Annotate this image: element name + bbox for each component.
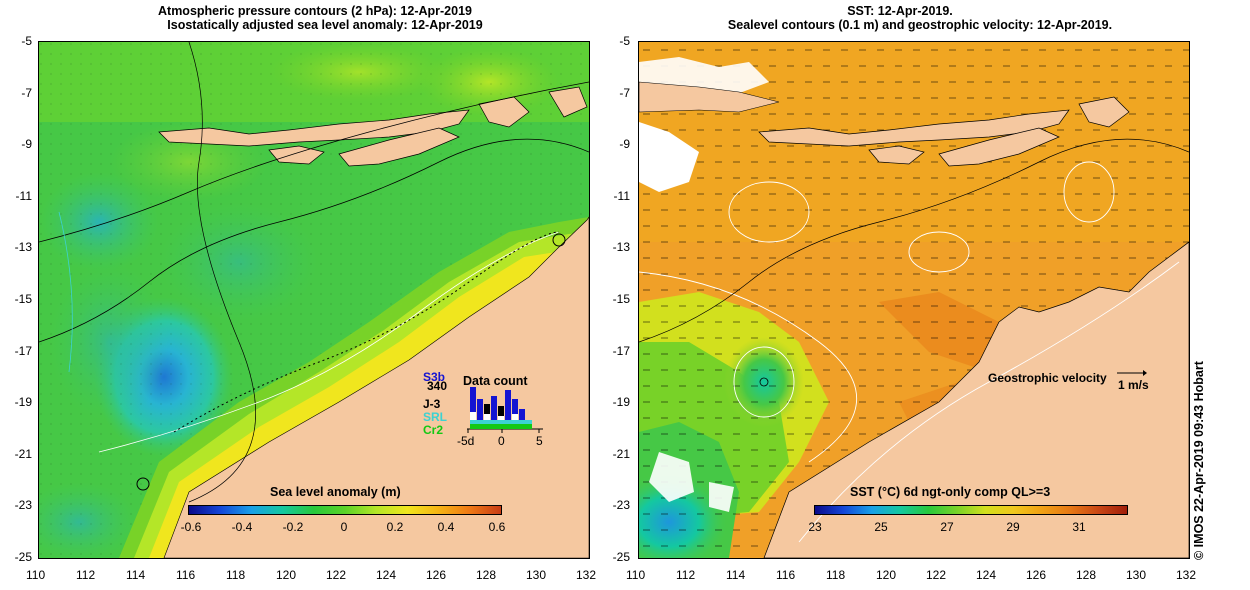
sea-level-colorbar-tick: -0.6: [180, 520, 202, 534]
left-y-tick: -11: [15, 189, 32, 203]
sst-colorbar-tick: 29: [1006, 520, 1020, 534]
sea-level-colorbar-tick: 0.2: [386, 520, 404, 534]
right-x-tick: 128: [1076, 568, 1097, 582]
data-count-x-tick: 0: [498, 434, 505, 448]
sst-colorbar-tick: 31: [1072, 520, 1086, 534]
left-x-tick: 128: [476, 568, 497, 582]
left-y-tick: -17: [14, 344, 32, 358]
satellite-label: J-3: [423, 397, 441, 411]
right-y-tick: -17: [612, 344, 630, 358]
data-count-title: Data count: [463, 374, 528, 388]
right-y-tick: -7: [619, 86, 630, 100]
data-count-x-tick: 5: [536, 434, 543, 448]
left-y-tick: -15: [14, 292, 32, 306]
right-y-tick: -9: [619, 137, 630, 151]
sst-colorbar: [814, 505, 1128, 515]
left-x-tick: 112: [76, 568, 96, 582]
left-title-line2: Isostatically adjusted sea level anomaly…: [167, 18, 483, 32]
left-y-tick: -19: [14, 395, 32, 409]
left-y-tick: -13: [14, 240, 32, 254]
data-count-x-tick: -5d: [457, 434, 475, 448]
sea-level-anomaly-map[interactable]: [38, 41, 590, 559]
left-x-tick: 118: [226, 568, 246, 582]
right-y-tick: -5: [619, 34, 630, 48]
right-x-tick: 120: [876, 568, 897, 582]
left-x-tick: 124: [376, 568, 397, 582]
right-y-tick: -23: [612, 498, 630, 512]
left-x-tick: 110: [26, 568, 46, 582]
satellite-label: Cr2: [423, 423, 444, 437]
right-y-tick: -19: [612, 395, 630, 409]
right-x-tick: 130: [1126, 568, 1147, 582]
right-x-tick: 114: [726, 568, 746, 582]
sst-colorbar-tick: 27: [940, 520, 954, 534]
left-x-tick: 122: [326, 568, 347, 582]
right-x-tick: 122: [926, 568, 947, 582]
right-y-tick: -13: [612, 240, 630, 254]
sst-colorbar-tick: 23: [808, 520, 822, 534]
geostrophic-velocity-label: Geostrophic velocity: [988, 371, 1107, 385]
sea-level-colorbar-tick: 0: [340, 520, 348, 534]
right-x-tick: 118: [826, 568, 846, 582]
sea-level-colorbar: [188, 505, 502, 515]
left-x-tick: 114: [126, 568, 146, 582]
right-y-tick: -15: [612, 292, 630, 306]
left-x-tick: 130: [526, 568, 547, 582]
satellite-label: SRL: [423, 410, 447, 424]
sst-map[interactable]: [638, 41, 1190, 559]
sea-level-anomaly-field: [39, 42, 589, 558]
left-y-tick: -25: [14, 550, 32, 564]
left-y-tick: -21: [14, 447, 32, 461]
right-y-tick: -25: [612, 550, 630, 564]
satellite-label: 340: [427, 379, 448, 393]
left-title-line1: Atmospheric pressure contours (2 hPa): 1…: [158, 4, 472, 18]
right-x-tick: 124: [976, 568, 997, 582]
right-y-tick: -11: [613, 189, 630, 203]
sst-colorbar-title: SST (°C) 6d ngt-only comp QL>=3: [850, 485, 1051, 499]
left-y-tick: -7: [21, 86, 32, 100]
right-x-tick: 126: [1026, 568, 1047, 582]
left-x-tick: 126: [426, 568, 447, 582]
left-y-tick: -23: [14, 498, 32, 512]
right-x-tick: 116: [776, 568, 796, 582]
right-x-tick: 132: [1176, 568, 1197, 582]
imos-credit: © IMOS 22-Apr-2019 09:43 Hobart: [1192, 361, 1206, 560]
right-x-tick: 112: [676, 568, 696, 582]
left-x-tick: 116: [176, 568, 196, 582]
velocity-scale-label: 1 m/s: [1118, 378, 1149, 392]
data-count-histogram: [467, 387, 543, 433]
sea-level-colorbar-title: Sea level anomaly (m): [270, 485, 401, 499]
sea-level-colorbar-tick: 0.4: [437, 520, 455, 534]
right-y-tick: -21: [612, 447, 630, 461]
sea-level-colorbar-tick: -0.2: [282, 520, 304, 534]
satellite-label: S3b: [423, 370, 446, 384]
left-y-tick: -9: [21, 137, 32, 151]
right-title-line2: Sealevel contours (0.1 m) and geostrophi…: [727, 18, 1113, 32]
left-y-tick: -5: [21, 34, 32, 48]
sst-colorbar-tick: 25: [874, 520, 888, 534]
left-x-tick: 120: [276, 568, 297, 582]
velocity-scale-arrow: [1117, 370, 1147, 376]
sea-level-colorbar-tick: 0.6: [488, 520, 506, 534]
left-x-tick: 132: [576, 568, 597, 582]
right-title-line1: SST: 12-Apr-2019.: [847, 4, 953, 18]
sst-field: [639, 42, 1189, 558]
right-x-tick: 110: [626, 568, 646, 582]
sea-level-colorbar-tick: -0.4: [231, 520, 253, 534]
